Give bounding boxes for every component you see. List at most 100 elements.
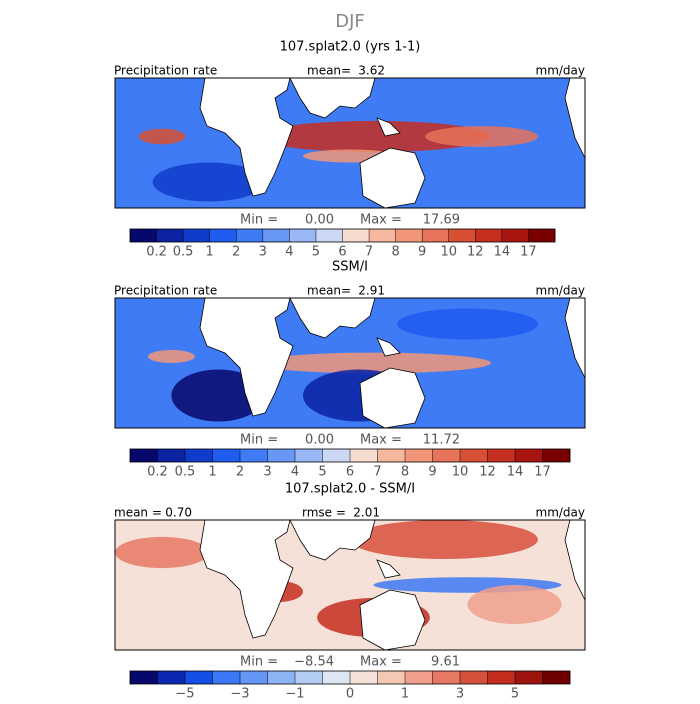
continent <box>199 77 294 197</box>
map-field <box>397 308 538 340</box>
colorbar-label: 4 <box>291 465 299 480</box>
stat-label: mean = <box>114 506 162 520</box>
colorbar-label: 8 <box>401 465 409 480</box>
stat-label: rmse = <box>302 506 346 520</box>
map-field <box>350 520 538 559</box>
units: mm/day <box>536 64 586 78</box>
colorbar-swatch <box>432 671 461 684</box>
continent <box>376 559 401 579</box>
colorbar-swatch <box>515 671 543 684</box>
figure-title: DJF <box>335 11 365 32</box>
colorbar-label: 3 <box>259 245 267 260</box>
colorbar-swatch <box>460 449 488 462</box>
colorbar-swatch <box>475 229 503 242</box>
colorbar-swatch <box>130 671 158 684</box>
panel-title: 107.splat2.0 (yrs 1-1) <box>280 40 421 55</box>
colorbar-label: 2 <box>236 465 244 480</box>
continent <box>199 297 294 417</box>
variable-label: Precipitation rate <box>114 64 217 78</box>
colorbar-swatch <box>322 671 351 684</box>
colorbar-label: 3 <box>263 465 271 480</box>
colorbar-swatch <box>515 449 543 462</box>
colorbar-swatch <box>240 671 268 684</box>
colorbar-label: 17 <box>534 465 551 480</box>
colorbar-swatch <box>395 229 423 242</box>
colorbar-swatch <box>542 449 571 462</box>
colorbar-label: 0 <box>346 687 354 701</box>
min-label: Min = <box>240 213 278 228</box>
map-field <box>138 128 186 145</box>
colorbar-label: −1 <box>285 687 304 701</box>
colorbar-label: −3 <box>230 687 249 701</box>
colorbar-label: 0.2 <box>147 465 168 480</box>
min-label: Min = <box>240 433 278 448</box>
min-value: −8.54 <box>294 655 334 670</box>
map-field <box>256 120 491 153</box>
min-value: 0.00 <box>305 213 334 228</box>
continent <box>289 297 376 339</box>
colorbar-label: 12 <box>479 465 496 480</box>
colorbar-swatch <box>350 671 378 684</box>
colorbar-swatch <box>377 449 406 462</box>
colorbar-swatch <box>405 449 433 462</box>
colorbar-swatch <box>501 229 529 242</box>
stat-value: 3.62 <box>358 64 385 78</box>
colorbar-swatch <box>342 229 370 242</box>
colorbar-label: 7 <box>365 245 373 260</box>
colorbar-label: 9 <box>418 245 426 260</box>
colorbar-swatch <box>212 449 241 462</box>
colorbar-swatch <box>267 449 296 462</box>
map <box>114 519 586 651</box>
colorbar-swatch <box>422 229 450 242</box>
colorbar-label: 17 <box>520 245 537 260</box>
colorbar-label: 10 <box>440 245 457 260</box>
colorbar-label: −5 <box>175 687 194 701</box>
colorbar-label: 6 <box>338 245 346 260</box>
map <box>114 297 586 429</box>
colorbar-swatch <box>542 671 571 684</box>
colorbar-swatch <box>236 229 264 242</box>
colorbar-label: 5 <box>312 245 320 260</box>
continent <box>376 337 401 357</box>
continent <box>376 117 401 137</box>
colorbar-label: 1 <box>401 687 409 701</box>
map-frame <box>114 519 586 651</box>
colorbar-swatch <box>130 449 158 462</box>
colorbar-swatch <box>183 229 210 242</box>
panel-title: SSM/I <box>332 260 368 275</box>
map-field <box>467 585 562 624</box>
colorbar-label: 9 <box>428 465 436 480</box>
max-label: Max = <box>360 213 402 228</box>
stat-value: 0.70 <box>165 506 192 520</box>
max-value: 17.69 <box>423 213 460 228</box>
max-value: 11.72 <box>423 433 460 448</box>
colorbar-swatch <box>369 229 396 242</box>
colorbar-swatch <box>130 229 157 242</box>
colorbar-swatch <box>209 229 237 242</box>
stat-value: 2.01 <box>353 506 380 520</box>
max-label: Max = <box>360 655 402 670</box>
colorbar-swatch <box>295 449 323 462</box>
colorbar-label: 10 <box>452 465 469 480</box>
stat-value: 2.91 <box>358 284 385 298</box>
colorbar-swatch <box>295 671 323 684</box>
stat-label: mean= <box>307 284 351 298</box>
colorbar-label: 7 <box>373 465 381 480</box>
map-field <box>256 352 491 374</box>
colorbar-swatch <box>460 671 488 684</box>
min-label: Min = <box>240 655 278 670</box>
continent <box>289 77 376 119</box>
continent <box>199 519 294 639</box>
colorbar-swatch <box>487 449 516 462</box>
colorbar-swatch <box>315 229 343 242</box>
map-field <box>147 350 195 363</box>
colorbar-label: 3 <box>456 687 464 701</box>
colorbar-swatch <box>267 671 296 684</box>
map-field <box>152 162 266 202</box>
colorbar-swatch <box>432 449 461 462</box>
max-label: Max = <box>360 433 402 448</box>
colorbar-swatch <box>405 671 433 684</box>
units: mm/day <box>536 506 586 520</box>
colorbar-swatch <box>240 449 268 462</box>
map-field <box>171 369 266 422</box>
